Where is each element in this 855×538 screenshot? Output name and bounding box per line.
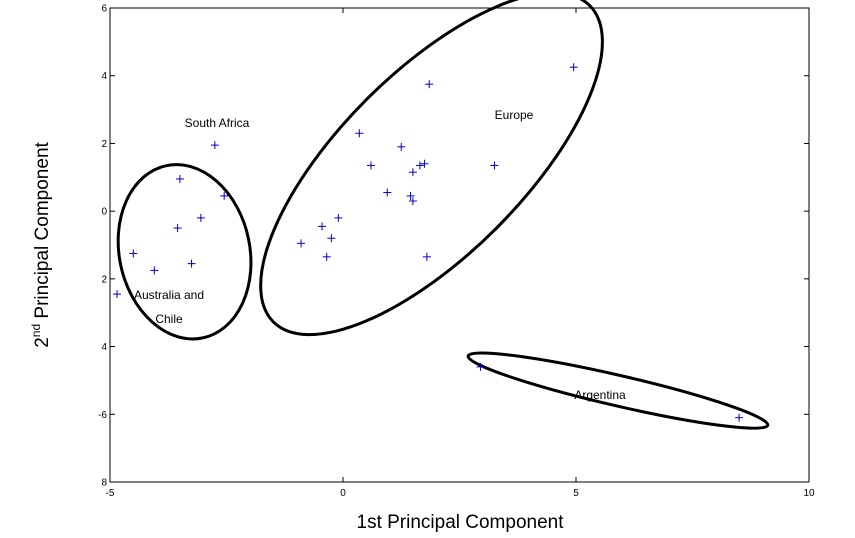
y-tick-label: 4 <box>101 342 107 353</box>
data-point <box>408 168 417 177</box>
y-tick-label: 6 <box>101 4 107 15</box>
y-tick-label: -6 <box>98 410 107 421</box>
y-tick-label: 2 <box>101 139 107 150</box>
data-point <box>415 161 424 170</box>
data-point <box>397 142 406 151</box>
y-axis-title-rest: Principal Component <box>32 141 53 323</box>
data-point <box>355 129 364 138</box>
data-point <box>406 191 415 200</box>
data-point <box>420 159 429 168</box>
x-axis-ticks: -5 0 5 10 <box>106 8 815 499</box>
x-tick-label: 5 <box>573 488 579 499</box>
label-australia-chile-line1: Australia and <box>134 288 204 302</box>
ellipse-europe <box>259 0 604 337</box>
data-point <box>175 174 184 183</box>
y-axis-title: 2nd Principal Component <box>29 141 53 347</box>
data-point <box>220 191 229 200</box>
data-point <box>383 188 392 197</box>
plot-frame <box>109 7 810 483</box>
x-tick-label: 10 <box>803 488 815 499</box>
label-argentina: Argentina <box>574 388 626 402</box>
y-tick-label: 4 <box>101 71 107 82</box>
data-point <box>129 249 138 258</box>
data-point <box>408 196 417 205</box>
data-point <box>735 413 744 422</box>
x-tick-label: -5 <box>106 488 115 499</box>
y-axis-title-prefix: 2 <box>32 337 53 348</box>
data-point <box>196 213 205 222</box>
label-south-africa: South Africa <box>185 116 250 130</box>
y-tick-label: 8 <box>101 478 107 489</box>
data-point <box>334 213 343 222</box>
ellipse-argentina <box>466 351 770 430</box>
data-point <box>366 161 375 170</box>
label-europe: Europe <box>495 108 534 122</box>
data-point <box>150 266 159 275</box>
data-point <box>476 362 485 371</box>
data-point <box>187 259 196 268</box>
data-point <box>297 239 306 248</box>
data-point <box>569 63 578 72</box>
data-points <box>112 63 744 422</box>
data-point <box>425 80 434 89</box>
x-tick-label: 0 <box>340 488 346 499</box>
group-ellipses <box>116 0 770 430</box>
y-axis-title-superscript: nd <box>29 324 43 337</box>
x-axis-title: 1st Principal Component <box>357 512 565 533</box>
data-point <box>322 252 331 261</box>
data-point <box>318 222 327 231</box>
data-point <box>112 290 121 299</box>
ellipse-south-africa-australia-chile <box>116 163 253 341</box>
y-tick-label: 0 <box>101 207 107 218</box>
y-tick-label: 2 <box>101 274 107 285</box>
data-point <box>327 234 336 243</box>
data-point <box>210 141 219 150</box>
data-point <box>490 161 499 170</box>
data-point <box>422 252 431 261</box>
data-point <box>173 224 182 233</box>
label-australia-chile-line2: Chile <box>155 312 183 326</box>
y-axis-ticks: 8 -6 4 2 0 2 4 6 <box>98 4 809 489</box>
